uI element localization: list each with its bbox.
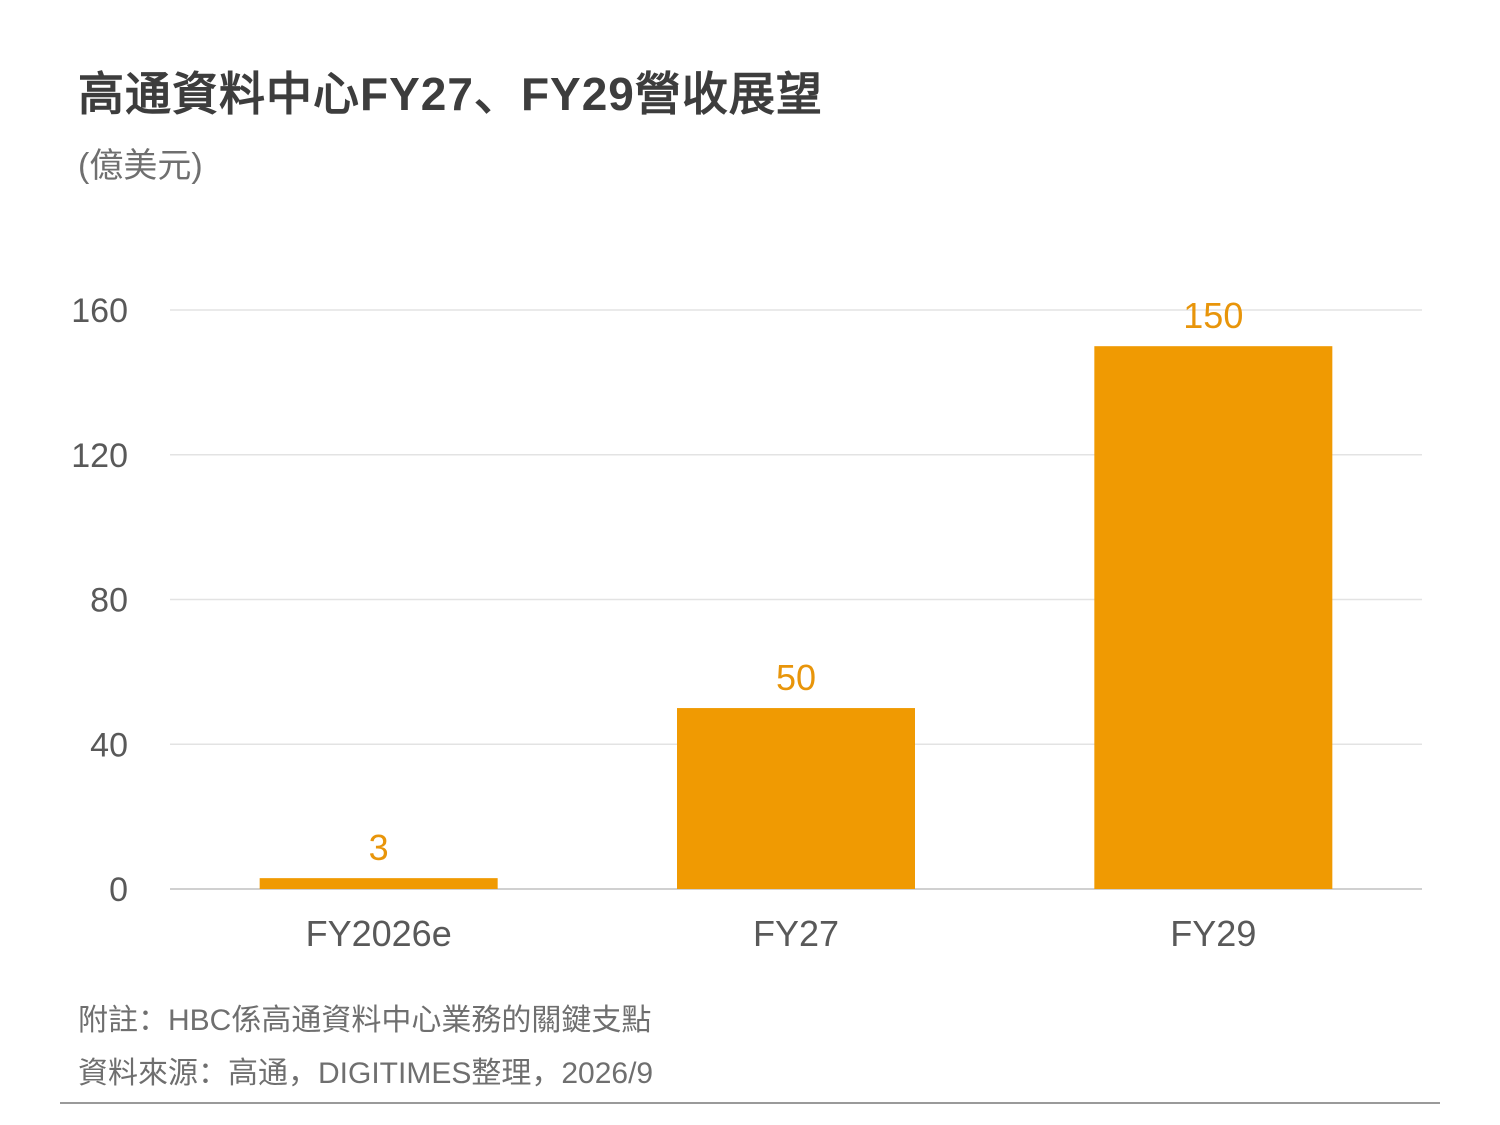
x-tick-label: FY2026e <box>306 913 452 954</box>
bottom-divider <box>60 1102 1440 1104</box>
y-tick-label: 120 <box>71 437 128 475</box>
data-label: 3 <box>369 827 389 868</box>
bar <box>677 708 915 889</box>
bar <box>1094 346 1333 889</box>
unit-label: (億美元) <box>78 147 203 185</box>
chart-title: 高通資料中心FY27、FY29營收展望 <box>78 68 823 120</box>
x-tick-label: FY29 <box>1170 913 1256 954</box>
source-note: 資料來源：高通，DIGITIMES整理，2026/9 <box>78 1057 654 1090</box>
footnote: 附註：HBC係高通資料中心業務的關鍵支點 <box>78 1004 652 1037</box>
y-tick-label: 160 <box>71 292 128 330</box>
bar <box>259 878 498 889</box>
y-tick-label: 40 <box>90 726 128 764</box>
y-tick-label: 0 <box>109 871 128 909</box>
data-label: 150 <box>1183 295 1243 336</box>
y-tick-label: 80 <box>90 582 128 620</box>
data-label: 50 <box>776 657 816 698</box>
x-tick-label: FY27 <box>753 913 839 954</box>
